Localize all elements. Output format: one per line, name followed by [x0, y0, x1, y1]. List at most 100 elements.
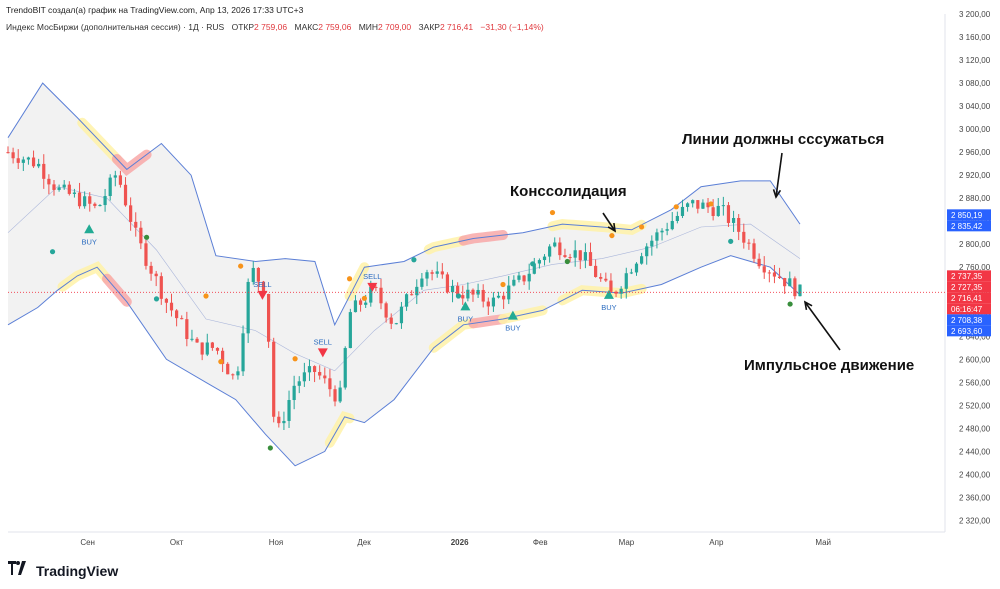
signal-dot [708, 201, 714, 207]
candle-body [701, 202, 705, 209]
candle-body [154, 273, 158, 277]
candle-body [175, 310, 179, 319]
candle-body [640, 256, 644, 264]
candle-body [542, 256, 547, 261]
candlesticks [6, 146, 802, 431]
candle-body [42, 163, 46, 179]
candle-body [323, 375, 327, 379]
candle-body [502, 295, 506, 300]
candle-body [205, 342, 209, 355]
price-tick-label: 2 480,00 [959, 424, 991, 433]
price-tick-label: 2 640,00 [959, 332, 991, 341]
high-label: МАКС [294, 22, 319, 32]
band-fill [8, 83, 800, 466]
candle-body [190, 338, 194, 340]
annotation-impulse: Импульсное движение [744, 357, 915, 374]
candle-body [578, 250, 582, 261]
candle-body [721, 205, 725, 207]
low-label: МИН [358, 22, 379, 32]
candle-body [394, 323, 398, 325]
price-badge-label: 2 850,19 [951, 211, 983, 220]
price-tick-label: 3 120,00 [959, 56, 991, 65]
candle-body [798, 284, 802, 297]
candle-body [185, 319, 189, 340]
candle-body [282, 420, 286, 424]
candle-body [655, 232, 659, 241]
price-tick-label: 2 920,00 [959, 171, 991, 180]
signal-dot [564, 258, 570, 265]
candle-body [200, 342, 204, 355]
buy-signal-triangle [603, 289, 614, 299]
time-tick-label: Дек [357, 538, 371, 547]
candle-body [318, 371, 322, 376]
axes: 3 200,00 3 160,00 3 120,00 3 080,00 3 040,00… [8, 10, 991, 547]
price-tick-label: 2 760,00 [959, 263, 991, 272]
candle-body [52, 184, 56, 190]
price-tick-label: 2 600,00 [959, 355, 991, 364]
ohlc-legend[interactable]: Индекс МосБиржи (дополнительная сессия) … [6, 22, 544, 32]
candle-body [256, 267, 260, 282]
candle-body [522, 275, 526, 282]
candle-body [37, 163, 41, 167]
consolidation-arrow-head [607, 222, 617, 233]
band-lower-line [7, 255, 801, 467]
candle-body [496, 295, 501, 298]
candle-body [456, 285, 460, 296]
time-tick-label: Фев [533, 538, 548, 547]
candle-body [563, 255, 567, 258]
candle-body [226, 363, 230, 375]
candle-body [619, 288, 623, 294]
candle-body [634, 263, 639, 273]
candle-body [450, 285, 455, 293]
candle-body [353, 300, 358, 313]
price-badge-label: 06:16:47 [951, 305, 983, 314]
candle-body [348, 312, 352, 349]
candle-body [266, 294, 271, 342]
signal-dot [639, 224, 645, 230]
candle-body [691, 200, 695, 204]
candle-body [16, 158, 20, 163]
candle-body [164, 298, 168, 303]
candle-body [338, 387, 342, 402]
price-tick-label: 3 080,00 [959, 79, 991, 88]
candle-body [415, 286, 419, 296]
impulse-arrow [804, 301, 841, 351]
candle-body [772, 272, 777, 277]
candle-body [134, 221, 138, 228]
signal-dot [292, 356, 298, 362]
candle-body [379, 287, 383, 304]
candle-body [307, 366, 312, 373]
candle-body [573, 250, 577, 258]
annotation-narrowing: Линии должны сссужаться [682, 131, 885, 148]
signal-dot [500, 281, 506, 288]
sell-signal-label: SELL [363, 272, 381, 281]
candle-body [685, 203, 690, 207]
candle-body [277, 416, 281, 424]
price-badge [947, 303, 991, 315]
candle-body [614, 291, 618, 294]
price-badge [947, 220, 991, 232]
candle-body [31, 157, 36, 167]
tradingview-logo[interactable]: TradingView [8, 561, 118, 580]
candle-body [210, 342, 214, 348]
candle-body [297, 381, 301, 386]
candle-body [215, 347, 220, 351]
time-tick-label: Мар [619, 538, 635, 547]
candle-body [583, 252, 587, 261]
price-badge [947, 209, 991, 221]
candle-body [261, 281, 266, 295]
candle-body [471, 289, 475, 295]
candle-body [747, 242, 751, 244]
candle-body [62, 184, 66, 188]
candle-body [246, 281, 250, 334]
price-badge-label: 2 727,35 [951, 283, 983, 292]
candle-body [767, 272, 771, 274]
candle-body [67, 184, 71, 194]
created-note: TrendoBIT создал(а) график на TradingVie… [6, 5, 304, 15]
price-tick-label: 2 560,00 [959, 378, 991, 387]
signal-dot [346, 276, 353, 282]
narrowing-arrow-head [772, 189, 782, 199]
candle-body [420, 278, 424, 287]
price-badge-label: 2 737,35 [951, 272, 983, 281]
